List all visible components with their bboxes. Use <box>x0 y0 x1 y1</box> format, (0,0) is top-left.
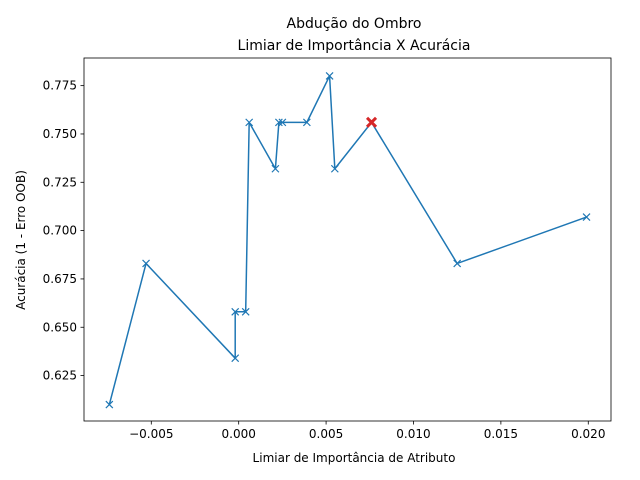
x-tick-label: −0.005 <box>129 427 173 441</box>
data-point-marker <box>582 213 591 222</box>
data-point-marker <box>231 307 240 316</box>
y-tick-label: 0.775 <box>43 79 77 93</box>
highlight-marker <box>365 116 378 128</box>
y-tick-label: 0.725 <box>43 175 77 189</box>
x-tick-label: 0.010 <box>396 427 430 441</box>
x-tick-label: 0.015 <box>484 427 518 441</box>
plot-area: −0.005 0.000 0.005 0.010 0.015 0.020 0.625 0.65… <box>43 57 612 441</box>
x-tick-label: 0.020 <box>571 427 605 441</box>
data-point-marker <box>325 72 334 80</box>
y-tick-label: 0.650 <box>43 320 77 334</box>
data-point-marker <box>274 118 283 127</box>
x-axis-label: Limiar de Importância de Atributo <box>253 451 456 465</box>
data-point-marker <box>231 354 240 363</box>
data-point-marker <box>245 118 254 127</box>
chart-subtitle: Limiar de Importância X Acurácia <box>238 38 471 54</box>
chart-title: Abdução do Ombro <box>287 16 422 32</box>
data-point-marker <box>241 307 250 316</box>
x-tick-label: 0.005 <box>309 427 343 441</box>
y-tick-label: 0.625 <box>43 369 77 383</box>
data-point-marker <box>105 400 114 409</box>
data-point-marker <box>330 164 339 173</box>
y-tick-label: 0.700 <box>43 224 77 238</box>
y-tick-label: 0.675 <box>43 272 77 286</box>
axes-frame <box>83 57 612 422</box>
y-tick-label: 0.750 <box>43 127 77 141</box>
y-axis-label: Acurácia (1 - Erro OOB) <box>14 170 28 310</box>
data-point-marker <box>278 118 287 127</box>
data-point-marker <box>302 118 311 127</box>
data-point-marker <box>271 164 280 173</box>
x-tick-label: 0.000 <box>222 427 256 441</box>
data-point-marker <box>142 259 150 268</box>
data-point-marker <box>453 259 462 268</box>
